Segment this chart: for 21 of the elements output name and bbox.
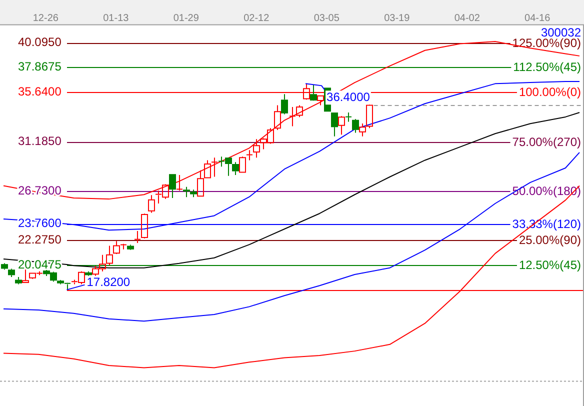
x-tick-label: 04-02 bbox=[454, 12, 480, 24]
x-tick-label: 12-26 bbox=[32, 12, 59, 24]
annotation: 112.50%(45) bbox=[513, 60, 581, 74]
annotation: 100.00%(0) bbox=[518, 84, 581, 99]
annotation: 125.00%(90) bbox=[512, 36, 581, 50]
y-tick-label: 22.2750 bbox=[18, 232, 62, 247]
y-tick-label: 31.1850 bbox=[18, 134, 62, 148]
x-tick-label: 03-05 bbox=[314, 12, 340, 24]
annotation: 17.8200 bbox=[86, 275, 130, 290]
annotation: 75.00%(270) bbox=[512, 134, 581, 149]
y-tick-label: 40.0950 bbox=[18, 34, 62, 49]
x-tick-label: 02-12 bbox=[244, 12, 270, 24]
y-tick-label: 35.6400 bbox=[18, 84, 62, 98]
y-tick-label: 37.8675 bbox=[18, 60, 62, 74]
annotation: 25.00%(90) bbox=[518, 232, 581, 247]
annotation: 36.4000 bbox=[326, 90, 370, 104]
x-tick-label: 01-13 bbox=[103, 12, 130, 24]
x-tick-label: 03-19 bbox=[384, 12, 410, 24]
x-tick-label: 04-16 bbox=[524, 12, 551, 24]
annotation: 12.50%(45) bbox=[518, 258, 581, 272]
x-tick-label: 01-29 bbox=[173, 12, 200, 24]
